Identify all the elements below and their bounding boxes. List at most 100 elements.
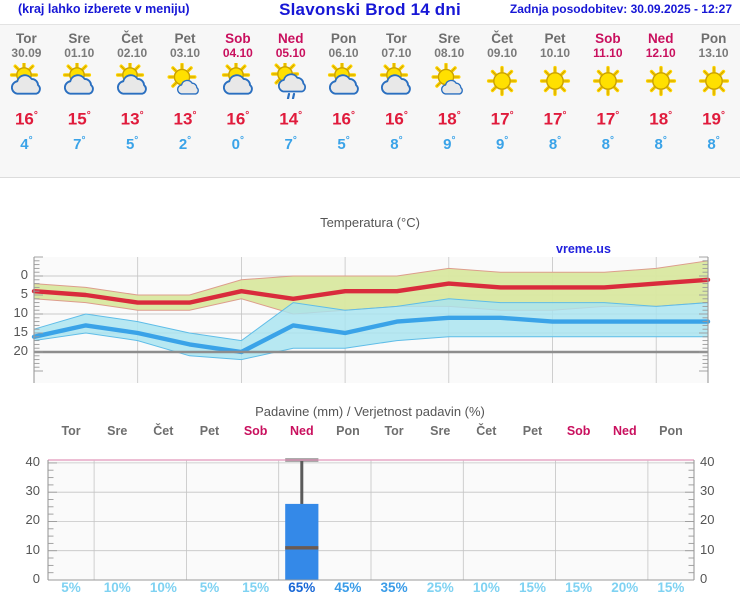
min-temperature-value: 8° [601, 134, 615, 153]
precipitation-day-label: Tor [384, 424, 404, 438]
forecast-day-column[interactable]: Pet 03.10 13° 2° [159, 25, 212, 177]
temperature-y-axis-label: 10 [13, 305, 28, 320]
precipitation-chart: Padavine (mm) / Verjetnost padavin (%) T… [0, 400, 740, 600]
precipitation-probability-label: 45% [334, 580, 362, 595]
day-date-label: 12.10 [645, 46, 676, 60]
day-date-label: 02.10 [117, 46, 148, 60]
min-temperature-value: 4° [20, 134, 33, 153]
min-temperature-value: 5° [125, 134, 139, 153]
day-of-week-label: Sre [68, 31, 91, 46]
day-of-week-label: Pon [330, 31, 357, 46]
forecast-day-column[interactable]: Ned 12.10 18° 8° [634, 25, 687, 177]
day-date-label: 30.09 [11, 46, 42, 60]
min-temperature-value: 8° [654, 134, 667, 153]
forecast-day-column[interactable]: Tor 07.10 16° 8° [370, 25, 423, 177]
precipitation-y-axis-label-right: 30 [700, 483, 715, 499]
day-of-week-label: Sob [595, 31, 621, 46]
weather-icon-slot [106, 63, 159, 101]
day-date-label: 09.10 [487, 46, 518, 60]
temperature-y-axis-label: 5 [20, 286, 28, 301]
day-of-week-label: Čet [491, 31, 513, 46]
forecast-day-column[interactable]: Sob 11.10 17° 8° [581, 25, 634, 177]
max-temperature-value: 17° [596, 109, 620, 129]
precipitation-y-axis-label-left: 30 [25, 483, 40, 499]
max-temperature-value: 19° [702, 109, 726, 129]
temperature-chart-title: Temperatura (°C) [320, 215, 420, 230]
min-temperature-line [31, 315, 711, 355]
weather-icon-slot [211, 63, 264, 101]
max-temperature-value: 16° [384, 109, 408, 129]
weather-icon-slot [159, 63, 212, 101]
max-temperature-value: 17° [543, 109, 567, 129]
max-temperature-value: 18° [649, 109, 673, 129]
weather-icon-slot [264, 63, 317, 101]
day-of-week-label: Tor [386, 31, 407, 46]
sun-behind-cloud-icon [221, 63, 253, 95]
day-date-label: 11.10 [593, 46, 623, 60]
precipitation-day-label: Čet [153, 424, 174, 438]
weather-icon-slot [0, 63, 53, 101]
temperature-y-axis-label: 0 [20, 267, 28, 282]
forecast-day-column[interactable]: Čet 09.10 17° 9° [476, 25, 529, 177]
precipitation-probability-label: 15% [518, 580, 547, 595]
weather-icon-slot [529, 63, 582, 101]
day-of-week-label: Ned [647, 31, 674, 46]
precipitation-y-axis-label-left: 10 [25, 541, 40, 557]
sun-behind-cloud-icon [380, 63, 412, 95]
forecast-day-column[interactable]: Sob 04.10 16° 0° [211, 25, 264, 177]
sun-icon [539, 65, 571, 97]
precipitation-day-label: Sob [566, 424, 591, 438]
min-temperature-value: 8° [390, 134, 403, 153]
precipitation-day-label: Sob [243, 424, 268, 438]
precipitation-chart-svg [47, 458, 695, 581]
forecast-day-column[interactable]: Tor 30.09 16° 4° [0, 25, 53, 177]
precipitation-probability-label: 20% [611, 580, 639, 595]
forecast-day-column[interactable]: Pet 10.10 17° 8° [529, 25, 582, 177]
sun-icon [698, 65, 729, 97]
day-of-week-label: Pet [174, 31, 196, 46]
max-temperature-value: 16° [226, 109, 250, 129]
day-of-week-label: Sre [438, 31, 461, 46]
last-updated-text: Zadnja posodobitev: 30.09.2025 - 12:27 [509, 2, 732, 16]
precipitation-y-axis-label-right: 40 [700, 453, 715, 469]
forecast-day-column[interactable]: Pon 06.10 16° 5° [317, 25, 370, 177]
forecast-day-column[interactable]: Ned 05.10 14° 7° [264, 25, 317, 177]
forecast-day-column[interactable]: Sre 01.10 15° 7° [53, 25, 106, 177]
temperature-y-axis-label: 20 [13, 343, 28, 358]
sun-behind-cloud-icon [63, 63, 95, 95]
sun-icon [487, 65, 518, 97]
temperature-chart: Temperatura (°C) 0 5 10 15 20 vreme.us [0, 215, 740, 395]
day-date-label: 06.10 [328, 46, 359, 60]
weather-icon-slot [53, 63, 106, 101]
min-temperature-value: 8° [548, 134, 562, 153]
precipitation-y-axis-label-left: 0 [32, 571, 40, 586]
day-date-label: 04.10 [222, 46, 253, 60]
precipitation-day-label: Sre [430, 424, 451, 438]
precipitation-probability-label: 5% [61, 580, 81, 595]
day-date-label: 03.10 [169, 46, 200, 60]
sun-icon [645, 65, 676, 97]
forecast-day-column[interactable]: Sre 08.10 18° 9° [423, 25, 476, 177]
precipitation-chart-title: Padavine (mm) / Verjetnost padavin (%) [255, 404, 485, 419]
precipitation-y-axis-label-right: 0 [700, 571, 708, 586]
forecast-day-column[interactable]: Čet 02.10 13° 5° [106, 25, 159, 177]
max-temperature-value: 15° [67, 109, 91, 129]
min-temperature-value: 7° [284, 134, 297, 153]
precipitation-probability-label: 15% [565, 580, 593, 595]
precipitation-day-label: Sre [107, 424, 128, 438]
precipitation-day-label: Pet [522, 424, 543, 438]
precipitation-bar[interactable] [285, 503, 319, 580]
precipitation-day-label: Pet [199, 424, 220, 438]
max-temperature-value: 14° [279, 109, 303, 129]
day-of-week-label: Ned [277, 31, 304, 46]
temperature-y-axis-label: 15 [13, 324, 28, 339]
precipitation-probability-label: 25% [426, 580, 454, 595]
forecast-day-column[interactable]: Pon 13.10 19° 8° [687, 25, 740, 177]
day-date-label: 05.10 [275, 46, 306, 60]
weather-icon-slot [687, 63, 740, 101]
page-header: (kraj lahko izberete v meniju) Slavonski… [0, 0, 740, 22]
precipitation-probability-label: 65% [288, 580, 316, 595]
day-date-label: 08.10 [434, 46, 465, 60]
day-date-label: 10.10 [539, 46, 570, 60]
day-date-label: 01.10 [64, 46, 95, 60]
